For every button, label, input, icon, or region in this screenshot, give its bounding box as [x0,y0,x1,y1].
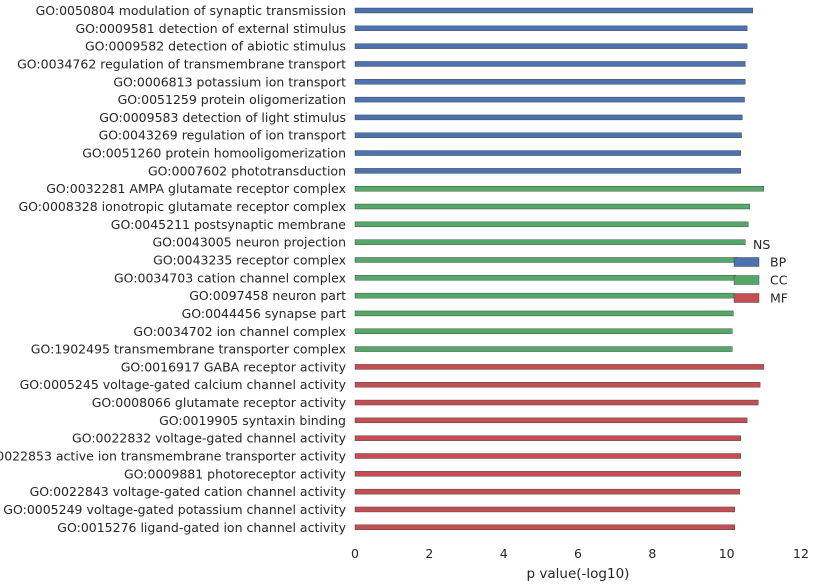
bars-group [354,7,765,530]
bar-cc [354,328,733,334]
x-tick-label: 4 [500,546,508,561]
category-label: GO:0016917 GABA receptor activity [121,359,347,374]
bar-bp [354,61,746,67]
legend-title: NS [753,237,770,252]
bar-mf [354,471,741,477]
category-label: GO:0034703 cation channel complex [114,270,346,285]
category-label: GO:0051259 protein oligomerization [118,92,346,107]
bar-mf [354,488,740,495]
legend-swatch-mf [733,293,760,303]
bar-bp [354,132,742,138]
bar-bp [354,25,748,32]
x-tick-label: 2 [425,546,433,561]
bar-cc [354,185,765,192]
x-tick-label: 0 [351,546,359,561]
category-label: GO:0034702 ion channel complex [133,324,346,339]
bar-mf [354,364,765,370]
bar-mf [354,382,761,388]
bar-bp [354,150,741,156]
bar-cc [354,346,733,352]
category-label: GO:0005245 voltage-gated calcium channel… [20,377,347,392]
category-label: GO:0044456 synapse part [182,306,346,321]
bar-mf [354,399,759,406]
category-label: GO:0005249 voltage-gated potassium chann… [3,502,346,517]
category-label: GO:0043005 neuron projection [152,235,346,250]
category-label: GO:0009881 photoreceptor activity [124,466,347,481]
category-label: GO:0008066 glutamate receptor activity [92,395,347,410]
category-label: GO:0009583 detection of light stimulus [99,110,346,125]
bar-bp [354,168,741,174]
category-label: GO:0006813 potassium ion transport [113,74,346,89]
bar-mf [354,524,736,530]
category-label: GO:1902495 transmembrane transporter com… [31,342,346,357]
category-labels-group: GO:0050804 modulation of synaptic transm… [0,3,347,535]
x-tick-label: 8 [648,546,656,561]
bar-bp [354,114,743,121]
x-tick-labels-group: 0 2 4 6 8 10 12 [351,546,809,561]
bar-bp [354,43,748,49]
category-label: GO:0022832 voltage-gated channel activit… [72,431,347,446]
category-label: GO:0022843 voltage-gated cation channel … [30,484,347,499]
bar-cc [354,239,746,245]
legend-label-mf: MF [770,291,788,306]
x-tick-label: 10 [719,546,735,561]
category-label: GO:0009581 detection of external stimulu… [76,21,347,36]
bar-bp [354,79,746,85]
bar-mf [354,453,741,459]
bar-bp [354,96,745,103]
category-label: GO:0043235 receptor complex [153,252,346,267]
category-label: GO:0051260 protein homooligomerization [82,146,346,161]
category-label: GO:0015276 ligand-gated ion channel acti… [57,520,346,535]
x-tick-label: 12 [793,546,809,561]
category-label: GO:0043269 regulation of ion transport [99,128,347,143]
category-label: GO:0007602 phototransduction [148,163,346,178]
bar-cc [354,221,749,228]
category-label: GO:0097458 neuron part [189,288,346,303]
bar-mf [354,506,736,513]
bar-mf [354,435,741,441]
bar-cc [354,275,737,281]
bar-cc [354,310,734,317]
x-axis-label: p value(-log10) [527,566,630,582]
category-label: GO:0032281 AMPA glutamate receptor compl… [46,181,346,196]
x-tick-label: 6 [574,546,582,561]
bar-cc [354,257,739,263]
category-label: GO:0050804 modulation of synaptic transm… [36,3,346,18]
legend-label-cc: CC [770,273,788,288]
bar-mf [354,417,748,424]
bar-cc [354,292,735,299]
category-label: GO:0034762 regulation of transmembrane t… [17,56,346,71]
category-label: GO:0008328 ionotropic glutamate receptor… [19,199,347,214]
legend: NS BP CC MF [733,237,788,306]
legend-swatch-cc [733,275,760,285]
category-label: GO:0045211 postsynaptic membrane [111,217,347,232]
legend-swatch-bp [733,257,760,267]
legend-label-bp: BP [770,255,787,270]
category-label: GO:0019905 syntaxin binding [159,413,346,428]
category-label: GO:0022853 active ion transmembrane tran… [0,449,347,464]
bar-cc [354,203,750,210]
bar-bp [354,7,753,14]
category-label: GO:0009582 detection of abiotic stimulus [85,39,346,54]
